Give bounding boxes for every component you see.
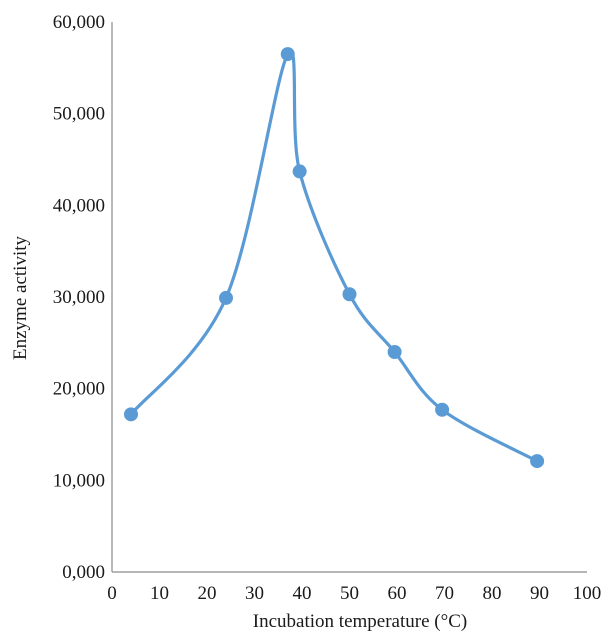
y-tick-label: 30,000 bbox=[53, 287, 105, 308]
x-tick-label: 80 bbox=[483, 583, 502, 604]
y-tick-label: 40,000 bbox=[53, 195, 105, 216]
x-tick-label: 40 bbox=[293, 583, 312, 604]
data-point bbox=[124, 407, 138, 422]
y-tick-label: 50,000 bbox=[53, 104, 105, 125]
x-tick-label: 0 bbox=[107, 583, 117, 604]
data-point bbox=[342, 287, 357, 302]
data-point bbox=[292, 164, 307, 179]
x-tick-label: 30 bbox=[245, 583, 264, 604]
series-line bbox=[129, 49, 539, 463]
x-tick-label: 50 bbox=[340, 583, 359, 604]
x-axis-ticks: 0 10 20 30 40 50 60 70 80 90 100 bbox=[107, 583, 601, 604]
x-tick-label: 70 bbox=[435, 583, 454, 604]
x-tick-label: 20 bbox=[198, 583, 217, 604]
x-tick-label: 10 bbox=[150, 583, 169, 604]
data-point bbox=[280, 47, 295, 62]
x-tick-label: 100 bbox=[573, 583, 602, 604]
x-tick-label: 60 bbox=[388, 583, 407, 604]
data-point bbox=[387, 345, 402, 359]
data-point bbox=[435, 402, 450, 417]
y-tick-label: 10,000 bbox=[53, 470, 105, 491]
y-axis-title: Enzyme activity bbox=[10, 236, 31, 360]
x-axis-title: Incubation temperature (°C) bbox=[253, 611, 467, 632]
data-point bbox=[530, 454, 545, 469]
y-axis-ticks: 0,000 10,000 20,000 30,000 40,000 50,000 60,00… bbox=[53, 12, 105, 583]
x-tick-label: 90 bbox=[530, 583, 549, 604]
y-tick-label: 60,000 bbox=[53, 12, 105, 33]
plot-area bbox=[124, 47, 545, 469]
y-tick-label: 20,000 bbox=[53, 379, 105, 400]
y-tick-label: 0,000 bbox=[62, 562, 105, 583]
data-point bbox=[219, 290, 233, 305]
